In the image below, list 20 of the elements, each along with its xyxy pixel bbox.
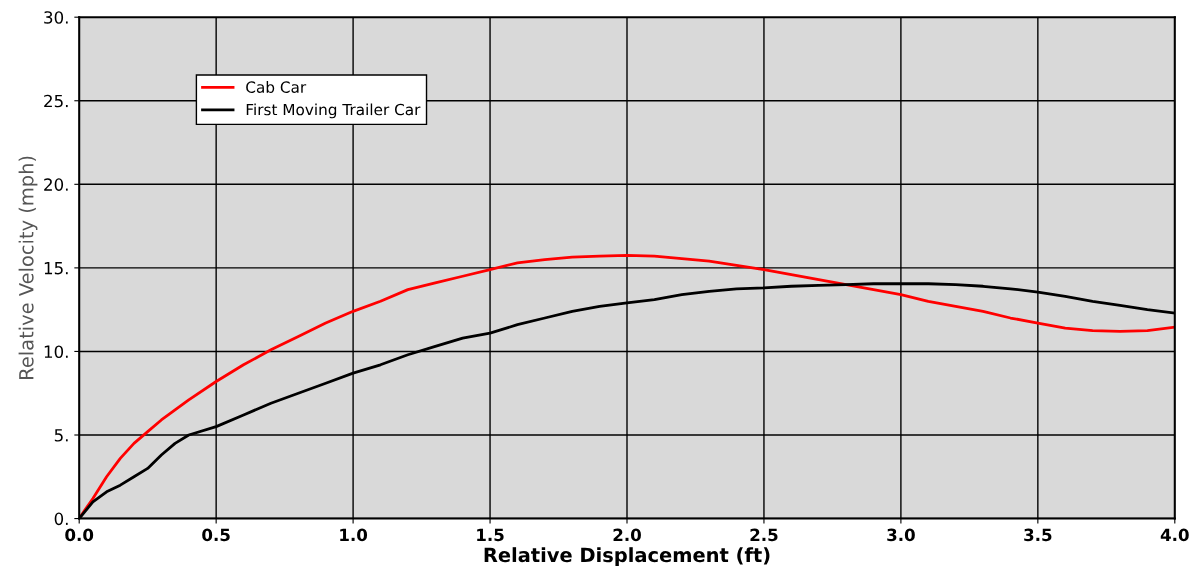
y-tick-label: 30.	[44, 11, 68, 24]
x-axis-title: Relative Displacement (ft)	[484, 547, 770, 567]
y-tick-label: 5.	[54, 429, 68, 442]
legend-label: First Moving Trailer Car	[246, 103, 421, 119]
x-tick-label: 0.5	[202, 528, 230, 542]
y-tick-label: 15.	[44, 262, 68, 275]
y-tick-label: 20.	[44, 178, 68, 191]
x-tick-label: 0.0	[65, 528, 94, 542]
x-tick-label: 4.0	[1160, 528, 1189, 542]
x-tick-label: 1.5	[477, 528, 504, 542]
y-tick-label: 25.	[44, 94, 68, 108]
x-tick-label: 3.5	[1024, 528, 1052, 542]
y-axis-title: Relative Velocity (mph)	[18, 156, 38, 379]
x-tick-label: 1.0	[340, 528, 368, 542]
legend-label: Cab Car	[246, 81, 307, 93]
x-tick-label: 2.5	[750, 528, 778, 542]
x-tick-label: 3.0	[887, 528, 915, 542]
y-tick-label: 0.	[54, 512, 68, 526]
x-tick-label: 2.0	[613, 528, 641, 542]
y-tick-label: 10.	[44, 345, 68, 359]
